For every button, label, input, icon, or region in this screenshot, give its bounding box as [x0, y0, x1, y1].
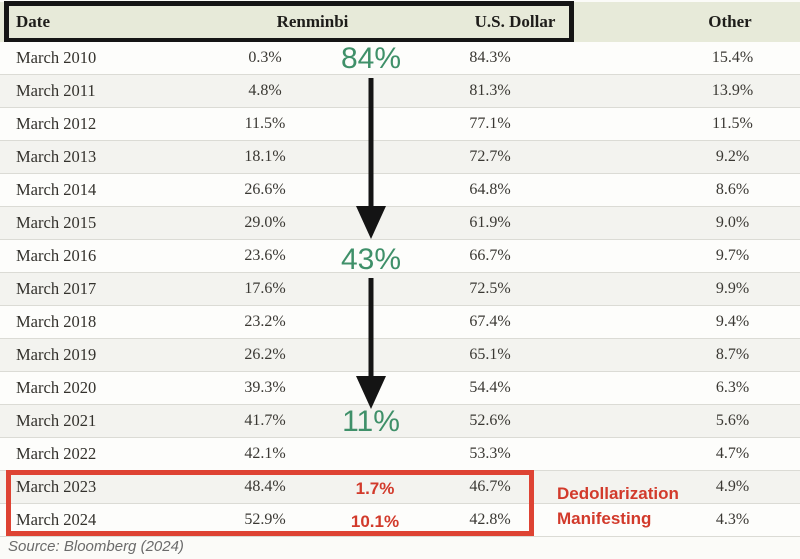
- usd-cell: 77.1%: [469, 115, 511, 132]
- usd-cell: 65.1%: [469, 346, 511, 363]
- renminbi-cell: 39.3%: [244, 379, 286, 396]
- date-cell: March 2011: [16, 81, 96, 100]
- usd-cell: 46.7%: [469, 478, 511, 495]
- renminbi-cell: 42.1%: [244, 445, 286, 462]
- dedollarization-callout: Dedollarization Manifesting: [557, 481, 679, 531]
- date-cell: March 2014: [16, 180, 97, 199]
- table-body: March 2010 0.3% 84.3% 15.4% March 2011 4.8% 81…: [0, 42, 800, 537]
- table-row: March 2018 23.2% 67.4% 9.4%: [0, 306, 800, 339]
- other-cell: 4.9%: [715, 478, 750, 495]
- renminbi-cell: 52.9%: [244, 511, 286, 528]
- other-cell: 9.7%: [715, 247, 750, 264]
- date-cell: March 2010: [16, 48, 97, 67]
- table-row: March 2010 0.3% 84.3% 15.4%: [0, 42, 800, 75]
- other-cell: 8.7%: [715, 346, 750, 363]
- callout-line-1: Dedollarization: [557, 484, 679, 503]
- renminbi-cell: 26.6%: [244, 181, 286, 198]
- column-header-us-dollar: U.S. Dollar: [474, 12, 556, 31]
- renminbi-cell: 23.6%: [244, 247, 286, 264]
- other-cell: 4.3%: [715, 511, 750, 528]
- other-cell: 9.4%: [715, 313, 750, 330]
- usd-cell: 81.3%: [469, 82, 511, 99]
- callout-line-2: Manifesting: [557, 509, 652, 528]
- other-cell: 9.0%: [715, 214, 750, 231]
- table-row: March 2013 18.1% 72.7% 9.2%: [0, 141, 800, 174]
- date-cell: March 2022: [16, 444, 97, 463]
- table-row: March 2020 39.3% 54.4% 6.3%: [0, 372, 800, 405]
- other-cell: 5.6%: [715, 412, 750, 429]
- table-row: March 2016 23.6% 66.7% 9.7%: [0, 240, 800, 273]
- date-cell: March 2021: [16, 411, 97, 430]
- renminbi-cell: 26.2%: [244, 346, 286, 363]
- table-row: March 2012 11.5% 77.1% 11.5%: [0, 108, 800, 141]
- date-cell: March 2018: [16, 312, 97, 331]
- column-header-renminbi: Renminbi: [276, 12, 349, 31]
- usd-cell: 72.5%: [469, 280, 511, 297]
- renminbi-cell: 4.8%: [248, 82, 282, 99]
- usd-cell: 72.7%: [469, 148, 511, 165]
- other-cell: 11.5%: [712, 115, 753, 132]
- column-header-date: Date: [16, 12, 50, 31]
- date-cell: March 2019: [16, 345, 97, 364]
- table-row: March 2011 4.8% 81.3% 13.9%: [0, 75, 800, 108]
- renminbi-cell: 48.4%: [244, 478, 286, 495]
- annotation-usd-share-43: 43%: [340, 243, 402, 276]
- annotation-usd-share-84: 84%: [340, 42, 402, 75]
- other-cell: 15.4%: [711, 49, 754, 66]
- column-header-other: Other: [708, 12, 752, 31]
- table-row: March 2014 26.6% 64.8% 8.6%: [0, 174, 800, 207]
- other-cell: 13.9%: [711, 82, 754, 99]
- table-row: March 2019 26.2% 65.1% 8.7%: [0, 339, 800, 372]
- other-cell: 8.6%: [715, 181, 750, 198]
- usd-cell: 84.3%: [469, 49, 511, 66]
- date-cell: March 2012: [16, 114, 97, 133]
- table-row: March 2015 29.0% 61.9% 9.0%: [0, 207, 800, 240]
- usd-cell: 66.7%: [469, 247, 511, 264]
- usd-cell: 52.6%: [469, 412, 511, 429]
- other-cell: 4.7%: [715, 445, 750, 462]
- table-row: March 2022 42.1% 53.3% 4.7%: [0, 438, 800, 471]
- date-cell: March 2015: [16, 213, 97, 232]
- renminbi-cell: 23.2%: [244, 313, 286, 330]
- renminbi-cell: 18.1%: [244, 148, 286, 165]
- date-cell: March 2016: [16, 246, 97, 265]
- usd-cell: 42.8%: [469, 511, 511, 528]
- renminbi-cell: 0.3%: [248, 49, 282, 66]
- date-cell: March 2017: [16, 279, 97, 298]
- renminbi-cell: 17.6%: [244, 280, 286, 297]
- source-credit: Source: Bloomberg (2024): [8, 538, 184, 555]
- other-cell: 9.2%: [715, 148, 750, 165]
- usd-cell: 53.3%: [469, 445, 511, 462]
- date-cell: March 2013: [16, 147, 97, 166]
- other-cell: 6.3%: [715, 379, 750, 396]
- table-row: March 2021 41.7% 52.6% 5.6%: [0, 405, 800, 438]
- usd-cell: 64.8%: [469, 181, 511, 198]
- annotation-usd-share-11: 11%: [342, 405, 400, 438]
- annotation-rmb-gain-2024: 10.1%: [350, 512, 400, 531]
- other-cell: 9.9%: [715, 280, 750, 297]
- date-cell: March 2023: [16, 477, 97, 496]
- header-highlight-box: [4, 1, 574, 43]
- date-cell: March 2020: [16, 378, 97, 397]
- renminbi-cell: 29.0%: [244, 214, 286, 231]
- annotation-rmb-gain-2023: 1.7%: [355, 479, 395, 498]
- renminbi-cell: 11.5%: [244, 115, 286, 132]
- usd-cell: 54.4%: [469, 379, 511, 396]
- usd-cell: 61.9%: [469, 214, 511, 231]
- renminbi-cell: 41.7%: [244, 412, 286, 429]
- table-row: March 2017 17.6% 72.5% 9.9%: [0, 273, 800, 306]
- date-cell: March 2024: [16, 510, 97, 529]
- table-header: Date Renminbi U.S. Dollar Other: [0, 2, 800, 42]
- table-row: March 2023 48.4% 46.7% 4.9%: [0, 471, 800, 504]
- usd-cell: 67.4%: [469, 313, 511, 330]
- dedollarization-highlight-box: [6, 470, 534, 536]
